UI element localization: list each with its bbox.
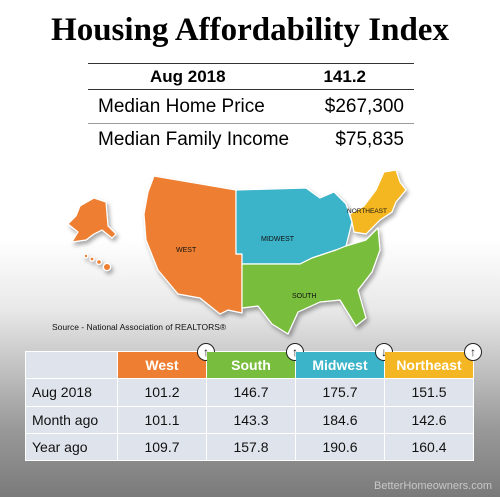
summary-header: Aug 2018 141.2 xyxy=(88,63,414,90)
map-label-west: WEST xyxy=(176,247,197,254)
table-cell: 160.4 xyxy=(384,432,474,462)
summary-index: 141.2 xyxy=(323,66,366,86)
page-title: Housing Affordability Index xyxy=(51,12,449,48)
up-arrow-icon: ↑ xyxy=(464,343,482,361)
column-header-south: South ↑ xyxy=(206,343,304,380)
summary-label: Median Home Price xyxy=(98,95,265,117)
south-region xyxy=(241,227,381,335)
northeast-region xyxy=(349,169,407,235)
alaska-shape xyxy=(67,197,117,243)
table-cell: 190.6 xyxy=(295,432,385,462)
summary-row-home-price: Median Home Price $267,300 xyxy=(88,90,414,123)
summary-period: Aug 2018 xyxy=(150,66,226,86)
source-note: Source - National Association of REALTOR… xyxy=(52,322,227,332)
column-header-west: West ↑ xyxy=(117,343,215,380)
row-label: Aug 2018 xyxy=(25,378,118,407)
table-cell: 101.2 xyxy=(117,378,207,407)
summary-value: $75,835 xyxy=(335,129,404,150)
map-label-south: SOUTH xyxy=(292,293,317,300)
map-label-midwest: MIDWEST xyxy=(261,236,295,243)
hawaii-shape xyxy=(83,253,112,272)
column-header-label: West xyxy=(145,357,179,374)
column-header-midwest: Midwest ↓ xyxy=(295,343,393,380)
table-cell: 142.6 xyxy=(384,405,474,434)
table-cell: 109.7 xyxy=(117,432,207,462)
column-header-label: South xyxy=(231,357,271,374)
summary-label: Median Family Income xyxy=(98,129,290,150)
table-cell: 146.7 xyxy=(206,378,296,407)
table-header-row: West ↑ South ↑ Midwest ↓ Northeast ↑ xyxy=(25,343,482,380)
table-cell: 157.8 xyxy=(206,432,296,462)
regional-index-table: West ↑ South ↑ Midwest ↓ Northeast ↑ Aug… xyxy=(25,343,482,462)
summary-value: $267,300 xyxy=(324,95,404,117)
row-label: Month ago xyxy=(25,405,118,434)
table-cell: 101.1 xyxy=(117,405,207,434)
watermark: BetterHomeowners.com xyxy=(374,480,492,492)
map-label-northeast: NORTHEAST xyxy=(347,208,387,215)
table-row: Aug 2018 101.2 146.7 175.7 151.5 xyxy=(25,378,474,407)
table-cell: 151.5 xyxy=(384,378,474,407)
table-cell: 184.6 xyxy=(295,405,385,434)
row-label: Year ago xyxy=(25,432,118,462)
table-row: Year ago 109.7 157.8 190.6 160.4 xyxy=(25,432,474,462)
table-row: Month ago 101.1 143.3 184.6 142.6 xyxy=(25,405,474,434)
column-header-label: Midwest xyxy=(312,357,368,374)
us-regions-map: WEST MIDWEST SOUTH NORTHEAST xyxy=(67,169,407,335)
summary-table: Aug 2018 141.2 Median Home Price $267,30… xyxy=(88,63,414,156)
table-cell: 175.7 xyxy=(295,378,385,407)
summary-row-family-income: Median Family Income $75,835 xyxy=(88,123,414,156)
table-corner-cell xyxy=(25,350,118,380)
table-cell: 143.3 xyxy=(206,405,296,434)
column-header-label: Northeast xyxy=(396,357,462,374)
column-header-northeast: Northeast ↑ xyxy=(384,343,482,380)
west-region xyxy=(143,175,243,315)
